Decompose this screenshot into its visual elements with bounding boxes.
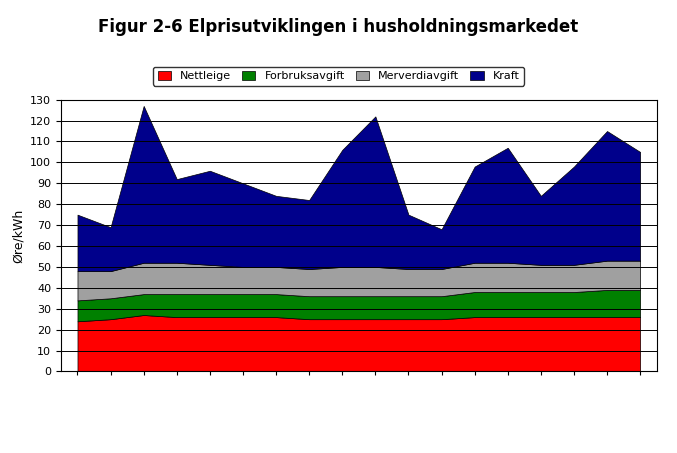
Legend: Nettleige, Forbruksavgift, Merverdiavgift, Kraft: Nettleige, Forbruksavgift, Merverdiavgif…: [153, 67, 524, 86]
Y-axis label: Øre/kWh: Øre/kWh: [12, 208, 24, 263]
Text: Figur 2-6 Elprisutviklingen i husholdningsmarkedet: Figur 2-6 Elprisutviklingen i husholdnin…: [98, 18, 579, 36]
